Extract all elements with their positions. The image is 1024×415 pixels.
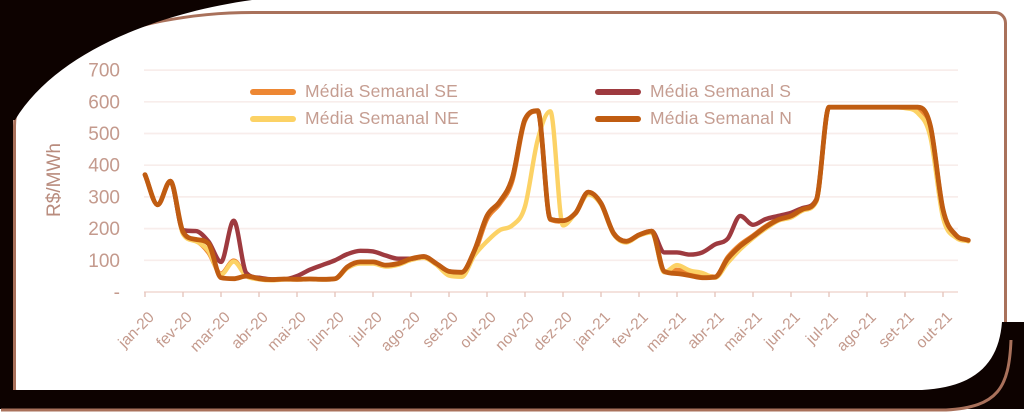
y-axis-title: R$/MWh [44,143,65,217]
y-axis-tick-label: 500 [88,124,120,145]
legend-item-media-semanal-se: Média Semanal SE [250,81,458,102]
legend-label-n: Média Semanal N [650,108,793,128]
y-axis-tick-label: 300 [88,187,120,208]
legend-item-media-semanal-n: Média Semanal N [595,108,792,129]
y-axis-tick-label: 400 [88,156,120,177]
legend-swatch-n [595,115,641,122]
legend-swatch-ne [250,115,296,122]
series-line-média-semanal-n [142,104,971,282]
y-axis-tick-label: - [114,283,120,304]
legend-item-media-semanal-s: Média Semanal S [595,81,791,102]
legend-swatch-se [250,88,296,95]
legend-label-se: Média Semanal SE [305,81,459,101]
y-axis-tick-label: 100 [88,251,120,272]
legend-label-ne: Média Semanal NE [305,108,459,128]
y-axis-tick-label: 200 [88,219,120,240]
legend-label-s: Média Semanal S [650,81,792,101]
legend-item-media-semanal-ne: Média Semanal NE [250,108,459,129]
legend-swatch-s [595,88,641,95]
